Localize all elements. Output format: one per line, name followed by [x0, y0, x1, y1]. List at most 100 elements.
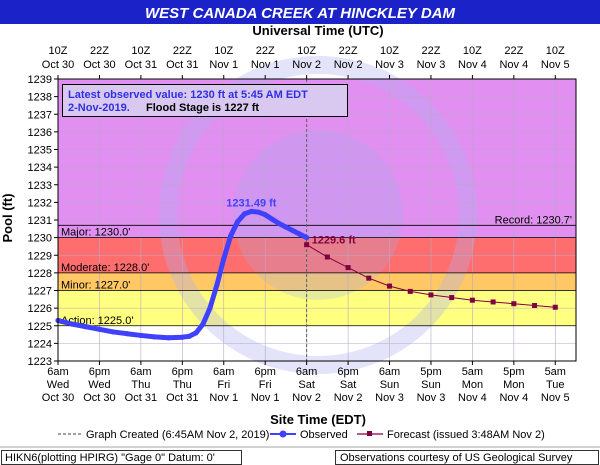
x-tick-day: Sat [298, 379, 315, 391]
observed-point [179, 334, 185, 340]
noaa-watermark-ring [159, 56, 477, 374]
forecast-point [387, 283, 393, 289]
top-tick-date: Oct 31 [166, 59, 198, 71]
x-tick-day: Thu [173, 379, 192, 391]
top-tick-date: Nov 3 [417, 59, 446, 71]
stage-label: Major: 1230.0' [61, 227, 130, 239]
legend-forecast-label: Forecast (issued 3:48AM Nov 2) [387, 429, 545, 441]
x-tick-day: Mon [503, 379, 524, 391]
top-tick-time: 22Z [256, 45, 275, 57]
x-tick-day: Fri [259, 379, 272, 391]
y-tick-label: 1228 [28, 268, 52, 280]
observed-point [290, 227, 296, 234]
x-tick-time: 6am [379, 366, 400, 378]
x-tick-date: Nov 1 [209, 392, 238, 404]
top-tick-time: 10Z [131, 45, 150, 57]
legend-forecast-marker [367, 431, 372, 436]
forecast-point [366, 275, 372, 281]
top-tick-date: Nov 4 [499, 59, 528, 71]
x-tick-time: 5pm [420, 366, 441, 378]
forecast-point [324, 254, 330, 260]
info-box-flood-stage: Flood Stage is 1227 ft [146, 102, 259, 114]
observed-point [152, 334, 158, 340]
x-tick-day: Sat [340, 379, 357, 391]
legend-observed-marker [279, 430, 287, 438]
x-tick-time: 6pm [89, 366, 110, 378]
top-axis-title: Universal Time (UTC) [252, 23, 383, 38]
forecast-point [511, 301, 517, 307]
info-box [62, 84, 348, 117]
observed-point [214, 282, 220, 288]
observed-point [193, 330, 199, 336]
top-tick-date: Nov 1 [251, 59, 280, 71]
x-tick-time: 5am [545, 366, 566, 378]
observed-point [304, 235, 310, 241]
observed-point [269, 216, 275, 222]
observed-point [248, 208, 254, 214]
stage-label: Moderate: 1228.0' [61, 262, 149, 274]
info-box-latest: Latest observed value: 1230 ft at 5:45 A… [68, 89, 308, 101]
plot-area: Action: 1225.0'Minor: 1227.0'Moderate: 1… [28, 45, 577, 404]
x-tick-time: 6am [47, 366, 68, 378]
x-tick-date: Oct 30 [42, 392, 74, 404]
y-axis-title: Pool (ft) [0, 193, 15, 242]
footer-left-text: HIKN6(plotting HPIRG) "Gage 0" Datum: 0' [5, 452, 215, 464]
observed-point [234, 219, 241, 225]
observed-point [186, 333, 192, 339]
observed-point [241, 211, 248, 217]
x-tick-date: Nov 3 [417, 392, 446, 404]
observed-point [69, 321, 75, 327]
top-tick-date: Nov 2 [334, 59, 363, 71]
x-tick-time: 6am [296, 366, 317, 378]
x-tick-date: Oct 31 [125, 392, 157, 404]
top-tick-time: 22Z [504, 45, 523, 57]
chart-title: WEST CANADA CREEK AT HINCKLEY DAM [145, 5, 456, 22]
legend: Graph Created (6:45AM Nov 2, 2019) Obser… [58, 429, 545, 441]
noaa-watermark-disc [233, 130, 403, 300]
x-tick-time: 6pm [254, 366, 275, 378]
observed-point [262, 212, 268, 218]
forecast-point [345, 265, 351, 271]
forecast-point [449, 295, 455, 301]
observed-peak-label: 1231.49 ft [226, 197, 276, 209]
y-tick-label: 1239 [28, 74, 52, 86]
y-tick-label: 1232 [28, 197, 52, 209]
x-tick-time: 6pm [172, 366, 193, 378]
top-tick-time: 10Z [380, 45, 399, 57]
top-tick-date: Nov 2 [292, 59, 321, 71]
legend-created-label: Graph Created (6:45AM Nov 2, 2019) [86, 429, 269, 441]
x-tick-day: Thu [131, 379, 150, 391]
x-tick-day: Sun [421, 379, 441, 391]
top-tick-time: 22Z [339, 45, 358, 57]
x-tick-date: Nov 1 [251, 392, 280, 404]
observed-point [283, 224, 289, 230]
title-bar [0, 0, 600, 24]
x-tick-date: Nov 2 [292, 392, 321, 404]
top-tick-time: 10Z [214, 45, 233, 57]
forecast-point [304, 242, 310, 248]
top-tick-date: Oct 30 [83, 59, 115, 71]
x-tick-date: Nov 5 [541, 392, 570, 404]
y-tick-label: 1238 [28, 92, 52, 104]
observed-point [255, 209, 261, 215]
x-axis-title: Site Time (EDT) [270, 412, 366, 427]
y-tick-label: 1237 [28, 109, 52, 121]
observed-point [200, 321, 206, 327]
x-tick-date: Oct 31 [166, 392, 198, 404]
forecast-point [552, 304, 558, 310]
info-box-date: 2-Nov-2019. [68, 102, 130, 114]
top-tick-time: 10Z [49, 45, 68, 57]
observed-point [297, 231, 303, 237]
y-tick-label: 1223 [28, 356, 52, 368]
x-tick-date: Nov 4 [458, 392, 487, 404]
top-tick-time: 22Z [421, 45, 440, 57]
x-tick-day: Sun [380, 379, 400, 391]
observed-point [96, 326, 103, 332]
observed-point [276, 220, 282, 227]
x-tick-time: 5pm [503, 366, 524, 378]
footer-right-text: Observations courtesy of US Geological S… [340, 452, 573, 464]
y-tick-label: 1227 [28, 286, 52, 298]
forecast-start-label: 1229.6 ft [312, 235, 356, 247]
y-tick-label: 1236 [28, 127, 52, 139]
stage-label: Minor: 1227.0' [61, 280, 130, 292]
